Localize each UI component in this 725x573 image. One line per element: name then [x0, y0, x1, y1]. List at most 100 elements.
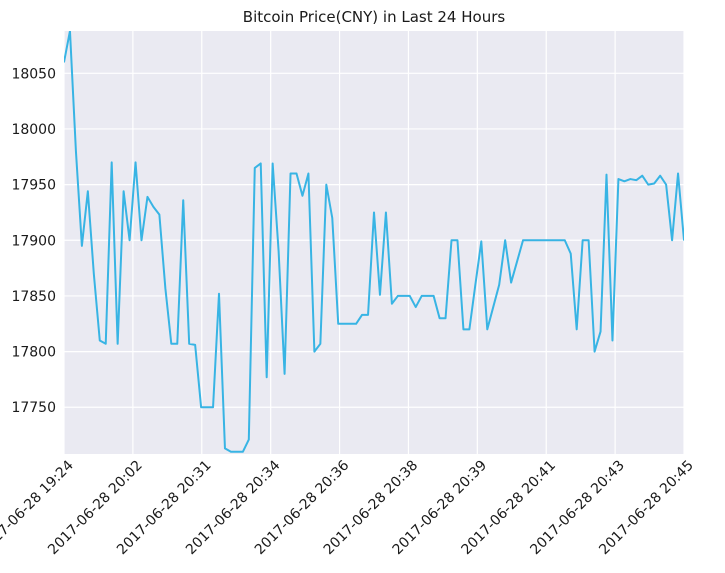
price-point: [349, 323, 351, 325]
price-point: [421, 295, 423, 297]
price-point: [623, 180, 625, 182]
price-point: [486, 328, 488, 330]
price-point: [111, 161, 113, 163]
price-point: [480, 240, 482, 242]
price-point: [266, 376, 268, 378]
price-point: [272, 162, 274, 165]
price-point: [617, 178, 620, 180]
price-point: [140, 239, 143, 241]
price-point: [206, 406, 208, 408]
price-point: [653, 182, 655, 185]
price-point: [582, 239, 584, 241]
price-point: [188, 343, 190, 345]
price-point: [93, 273, 95, 275]
price-point: [415, 306, 417, 308]
price-point: [516, 260, 518, 263]
price-point: [194, 344, 196, 346]
price-point: [242, 451, 244, 453]
price-point: [570, 253, 572, 255]
y-tick-label: 17850: [11, 289, 56, 305]
price-point: [355, 323, 357, 325]
price-point: [283, 373, 286, 375]
price-point: [123, 190, 125, 192]
price-point: [373, 211, 375, 214]
series-layer: [64, 31, 684, 453]
price-point: [641, 175, 643, 177]
plot-area: [64, 31, 684, 454]
price-point: [307, 172, 310, 175]
price-point: [218, 293, 220, 295]
y-tick-label: 18050: [11, 66, 56, 82]
price-point: [605, 174, 608, 176]
price-point: [427, 295, 429, 297]
price-point: [576, 328, 578, 330]
price-point: [504, 239, 506, 241]
price-point: [236, 451, 238, 453]
price-point: [254, 167, 256, 169]
price-point: [450, 239, 453, 241]
price-point: [391, 303, 393, 305]
y-tick-label: 17950: [11, 178, 56, 194]
price-point: [289, 172, 292, 175]
price-point: [456, 239, 459, 241]
price-point: [611, 339, 614, 342]
price-point: [319, 343, 321, 345]
price-point: [588, 239, 590, 241]
price-point: [438, 317, 441, 319]
y-tick-label: 17750: [11, 400, 56, 416]
price-point: [528, 239, 530, 241]
price-point: [105, 343, 107, 345]
price-point: [665, 184, 667, 186]
price-point: [248, 438, 250, 441]
price-point: [683, 239, 684, 241]
price-point: [337, 323, 339, 325]
price-point: [462, 328, 465, 330]
y-tick-label: 18000: [11, 122, 56, 138]
price-point: [87, 190, 89, 192]
price-point: [117, 343, 119, 345]
price-point: [260, 162, 262, 165]
price-point: [343, 323, 345, 325]
price-point: [367, 314, 369, 316]
price-point: [224, 447, 226, 450]
price-point: [444, 317, 447, 319]
price-point: [230, 451, 232, 453]
price-point: [200, 406, 202, 408]
price-point: [510, 281, 512, 284]
price-point: [301, 195, 304, 197]
y-tick-label: 17800: [11, 345, 56, 361]
price-point: [671, 239, 673, 241]
price-point: [403, 295, 405, 297]
price-point: [468, 328, 470, 330]
price-point: [522, 239, 524, 241]
price-point: [629, 178, 631, 180]
price-point: [635, 179, 637, 181]
price-point: [361, 314, 363, 316]
price-point: [433, 295, 435, 297]
price-point: [677, 172, 679, 175]
price-point: [64, 61, 65, 63]
price-point: [558, 239, 560, 241]
price-point: [409, 295, 411, 297]
price-point: [397, 295, 399, 297]
price-point: [295, 172, 298, 175]
chart-title: Bitcoin Price(CNY) in Last 24 Hours: [243, 8, 506, 26]
price-point: [552, 239, 554, 241]
price-point: [331, 217, 333, 219]
price-point: [128, 239, 131, 241]
price-point: [498, 284, 500, 286]
price-point: [75, 150, 77, 152]
price-point: [81, 245, 83, 247]
price-point: [278, 250, 280, 253]
price-point: [564, 239, 566, 241]
price-point: [492, 306, 494, 308]
price-point: [546, 239, 548, 241]
price-point: [385, 211, 387, 214]
price-point: [152, 206, 155, 208]
price-point: [170, 343, 172, 345]
price-point: [325, 184, 327, 186]
price-point: [659, 175, 661, 177]
price-point: [534, 239, 536, 241]
price-point: [69, 31, 71, 32]
